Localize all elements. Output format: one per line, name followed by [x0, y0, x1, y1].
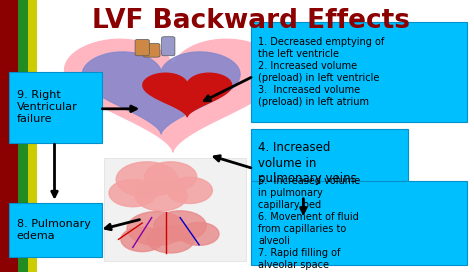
Circle shape — [109, 180, 156, 207]
Text: 4. Increased
volume in
pulmonary veins: 4. Increased volume in pulmonary veins — [258, 141, 357, 185]
Text: 1. Decreased emptying of
the left ventricle
2. Increased volume
(preload) in lef: 1. Decreased emptying of the left ventri… — [258, 37, 384, 107]
Text: 5.  Increased volume
in pulmonary
capillary bed
6. Movement of fluid
from capill: 5. Increased volume in pulmonary capilla… — [258, 176, 361, 270]
FancyBboxPatch shape — [104, 158, 246, 261]
Circle shape — [135, 181, 187, 211]
Text: LVF Backward Effects: LVF Backward Effects — [92, 8, 410, 34]
FancyBboxPatch shape — [9, 72, 102, 143]
FancyBboxPatch shape — [251, 181, 467, 265]
FancyBboxPatch shape — [135, 39, 149, 56]
Polygon shape — [82, 52, 240, 134]
FancyBboxPatch shape — [251, 129, 408, 197]
Circle shape — [179, 222, 219, 245]
Text: 8. Pulmonary
edema: 8. Pulmonary edema — [17, 219, 91, 241]
FancyBboxPatch shape — [162, 37, 175, 56]
FancyBboxPatch shape — [9, 203, 102, 257]
Circle shape — [147, 226, 194, 253]
FancyBboxPatch shape — [251, 22, 467, 122]
FancyBboxPatch shape — [18, 0, 28, 272]
FancyBboxPatch shape — [143, 44, 160, 57]
FancyBboxPatch shape — [0, 0, 18, 272]
Circle shape — [121, 227, 164, 252]
FancyBboxPatch shape — [28, 0, 37, 272]
Polygon shape — [143, 73, 232, 117]
Polygon shape — [64, 39, 282, 152]
Circle shape — [116, 162, 178, 197]
Text: 9. Right
Ventricular
failure: 9. Right Ventricular failure — [17, 90, 77, 125]
Circle shape — [154, 211, 206, 241]
Circle shape — [127, 212, 186, 245]
Circle shape — [167, 177, 212, 203]
Circle shape — [145, 162, 197, 192]
